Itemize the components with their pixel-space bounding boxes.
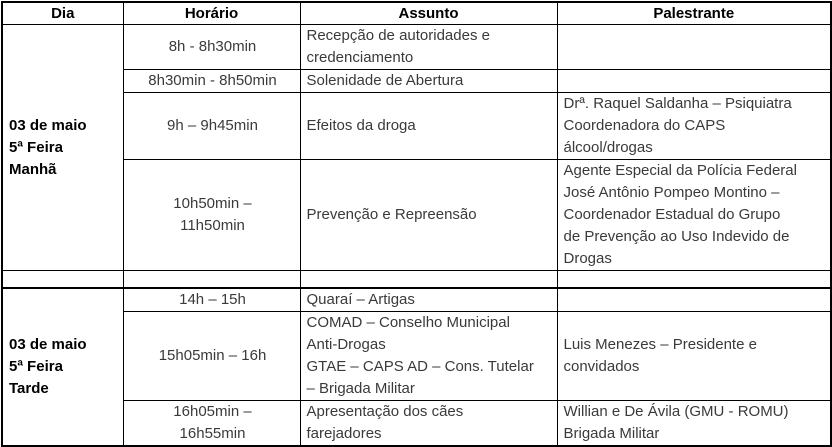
- subject-cell: Apresentação dos cães farejadores: [299, 399, 558, 446]
- speaker-cell: Luis Menezes – Presidente e convidados: [556, 310, 832, 401]
- subject-cell: Recepção de autoridades e credenciamento: [299, 24, 558, 70]
- table-row: 16h05min – 16h55min Apresentação dos cãe…: [2, 399, 832, 446]
- day-cell-morning: 03 de maio 5ª Feira Manhã: [1, 24, 124, 271]
- speaker-cell: [556, 24, 832, 70]
- day-cell-afternoon: 03 de maio 5ª Feira Tarde: [1, 287, 124, 446]
- time-cell: 16h05min – 16h55min: [122, 399, 301, 446]
- subject-cell: Quaraí – Artigas: [299, 287, 558, 312]
- empty-cell: [299, 270, 558, 289]
- table-row: 15h05min – 16h COMAD – Conselho Municipa…: [2, 310, 832, 401]
- table-row: 03 de maio 5ª Feira Manhã 8h - 8h30min R…: [1, 24, 832, 271]
- table-row: 03 de maio 5ª Feira Tarde 14h – 15h Quar…: [1, 287, 832, 446]
- empty-cell: [122, 270, 301, 289]
- time-cell: 8h30min - 8h50min: [122, 69, 301, 93]
- time-cell: 14h – 15h: [122, 287, 301, 312]
- subject-cell: Efeitos da droga: [299, 92, 558, 160]
- column-header-palestrante: Palestrante: [556, 1, 832, 25]
- empty-cell: [556, 270, 832, 289]
- column-header-horario: Horário: [122, 1, 301, 25]
- subject-cell: Prevenção e Repreensão: [299, 159, 558, 271]
- speaker-cell: [556, 69, 832, 93]
- header-row: Dia Horário Assunto Palestrante: [1, 1, 832, 25]
- table-row: 10h50min – 11h50min Prevenção e Repreens…: [2, 159, 832, 271]
- time-cell: 9h – 9h45min: [122, 92, 301, 160]
- empty-cell: [1, 270, 124, 289]
- speaker-cell: Drª. Raquel Saldanha – Psiquiatra Coorde…: [556, 92, 832, 160]
- speaker-cell: Agente Especial da Polícia Federal José …: [556, 159, 832, 271]
- spacer-row: [1, 270, 832, 289]
- time-cell: 15h05min – 16h: [122, 310, 301, 401]
- table-row: 8h30min - 8h50min Solenidade de Abertura: [2, 69, 832, 93]
- subject-cell: Solenidade de Abertura: [299, 69, 558, 93]
- time-cell: 8h - 8h30min: [122, 24, 301, 70]
- column-header-assunto: Assunto: [299, 1, 558, 25]
- column-header-dia: Dia: [1, 1, 124, 25]
- speaker-cell: Willian e De Ávila (GMU - ROMU) Brigada …: [556, 399, 832, 446]
- table-row: 9h – 9h45min Efeitos da droga Drª. Raque…: [2, 92, 832, 160]
- time-cell: 10h50min – 11h50min: [122, 159, 301, 271]
- subject-cell: COMAD – Conselho Municipal Anti-Drogas G…: [299, 310, 558, 401]
- speaker-cell: [556, 287, 832, 312]
